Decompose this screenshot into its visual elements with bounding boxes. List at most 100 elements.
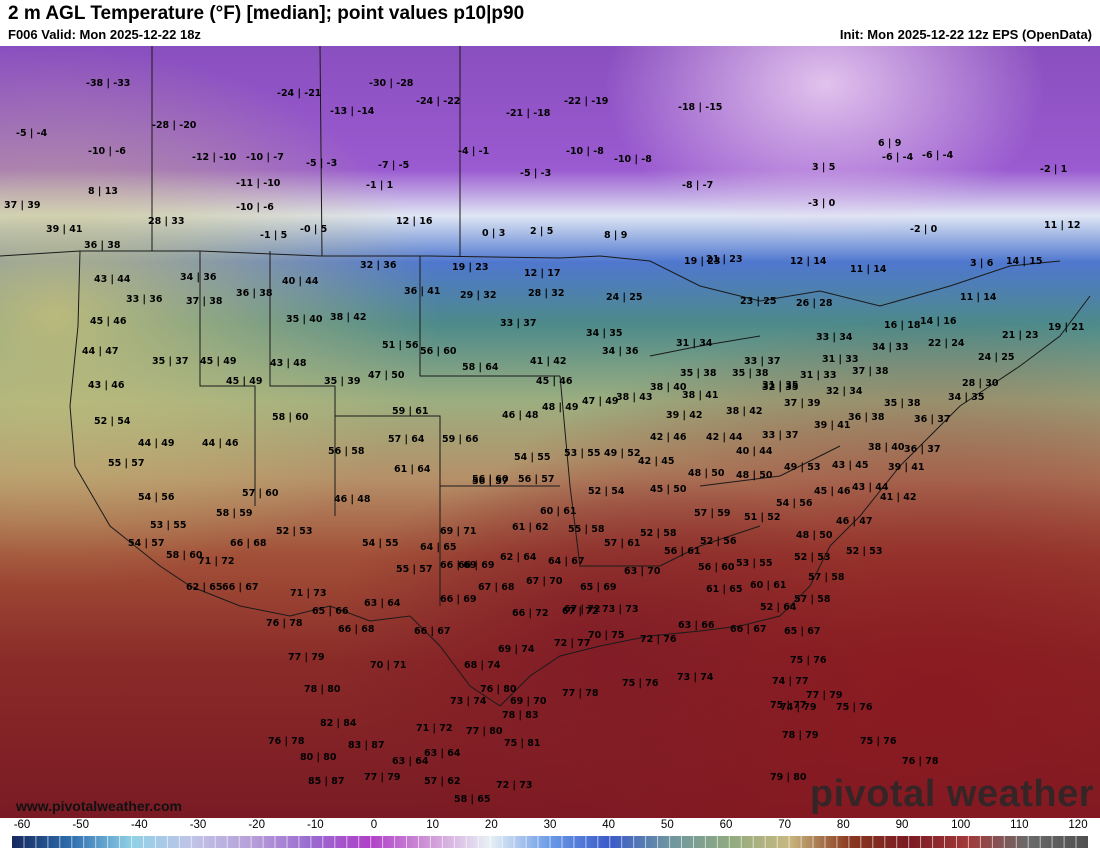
point-value-label: 42 | 44 (706, 432, 743, 443)
point-value-label: 6 | 9 (878, 138, 902, 149)
temperature-map[interactable]: -38 | -33 -30 | -28 -24 | -21 -24 | -22 -22 … (0, 46, 1100, 818)
colorbar-tick-label: -50 (72, 819, 89, 831)
map-title: 2 m AGL Temperature (°F) [median]; point… (8, 3, 525, 24)
point-value-label: 19 | 23 (684, 256, 721, 267)
point-value-label: -5 | -3 (520, 168, 552, 179)
point-value-label: 51 | 56 (382, 340, 419, 351)
init-time: Init: Mon 2025-12-22 12z EPS (OpenData) (839, 27, 1092, 42)
point-value-label: 75 | 76 (836, 702, 873, 713)
point-value-label: 28 | 33 (148, 216, 185, 227)
colorbar-tick-label: 70 (778, 819, 792, 831)
point-value-label: 78 | 83 (502, 710, 539, 721)
colorbar-tick-label: -30 (189, 819, 207, 831)
brand-logo: pivotal weather (809, 773, 1094, 815)
point-value-label: 73 | 74 (450, 696, 487, 707)
point-value-label: 55 | 57 (108, 458, 145, 469)
point-value-label: 32 | 34 (826, 386, 863, 397)
point-value-label: 66 | 69 (440, 560, 477, 571)
point-value-label: 49 | 53 (784, 462, 821, 473)
point-value-label: 52 | 64 (760, 602, 797, 613)
point-value-label: 28 | 30 (962, 378, 999, 389)
point-value-label: 31 | 35 (762, 380, 799, 391)
point-value-label: -6 | -4 (922, 150, 954, 161)
point-value-label: 52 | 53 (276, 526, 313, 537)
point-value-label: 41 | 42 (530, 356, 567, 367)
point-value-label: 77 | 80 (466, 726, 503, 737)
colorbar-tick-label: 100 (951, 819, 971, 831)
point-value-label: 57 | 61 (604, 538, 641, 549)
boundaries (0, 46, 1091, 707)
point-value-label: 56 | 61 (664, 546, 701, 557)
point-value-label: 34 | 35 (948, 392, 985, 403)
point-value-label: 36 | 38 (848, 412, 885, 423)
point-value-label: -18 | -15 (678, 102, 723, 113)
point-value-label: 32 | 35 (762, 382, 799, 393)
point-value-label: 58 | 59 (216, 508, 253, 519)
point-value-label: 67 | 72 (564, 604, 601, 615)
website-credit: www.pivotalweather.com (16, 798, 182, 814)
colorbar-tick-label: 50 (660, 819, 674, 831)
point-value-label: -30 | -28 (369, 78, 414, 89)
point-value-label: 43 | 46 (88, 380, 125, 391)
point-value-label: 33 | 37 (500, 318, 537, 329)
point-value-label: 55 | 57 (396, 564, 433, 575)
point-value-label: -6 | -4 (882, 152, 914, 163)
point-value-label: 66 | 69 (458, 560, 495, 571)
point-value-label: 35 | 38 (732, 368, 769, 379)
point-value-label: 2 | 5 (530, 226, 554, 237)
point-value-label: 12 | 14 (790, 256, 827, 267)
point-value-label: -24 | -22 (416, 96, 461, 107)
point-value-label: 63 | 70 (624, 566, 661, 577)
point-value-label: -8 | -7 (682, 180, 714, 191)
point-value-label: 77 | 79 (288, 652, 325, 663)
point-value-label: 45 | 49 (200, 356, 237, 367)
colorbar-ticks: -60 -50 -40 -30 -20 -10 0 10 20 30 40 50 60 70 80 90 100… (0, 819, 1100, 833)
point-value-label: -7 | -5 (378, 160, 410, 171)
point-value-label: 56 | 57 (472, 476, 509, 487)
point-value-label: 79 | 80 (770, 772, 807, 783)
point-value-label: 72 | 76 (640, 634, 677, 645)
point-value-label: 38 | 43 (616, 392, 653, 403)
point-value-label: 36 | 38 (236, 288, 273, 299)
point-value-label: 43 | 44 (94, 274, 131, 285)
point-value-label: 66 | 67 (730, 624, 767, 635)
point-value-label: 33 | 37 (744, 356, 781, 367)
point-value-label: 77 | 78 (562, 688, 599, 699)
point-value-label: 69 | 71 (440, 526, 477, 537)
point-value-label: 0 | 3 (482, 228, 506, 239)
point-value-label: 34 | 36 (602, 346, 639, 357)
point-value-label: 53 | 55 (736, 558, 773, 569)
point-value-label: 52 | 56 (700, 536, 737, 547)
point-value-label: 53 | 55 (564, 448, 601, 459)
point-value-label: 16 | 18 (884, 320, 921, 331)
point-value-label: 12 | 16 (396, 216, 433, 227)
point-value-label: 52 | 53 (846, 546, 883, 557)
point-value-label: 8 | 9 (604, 230, 628, 241)
point-value-label: -13 | -14 (330, 106, 375, 117)
point-value-label: 43 | 48 (270, 358, 307, 369)
point-value-label: 35 | 38 (680, 368, 717, 379)
point-value-label: 63 | 64 (424, 748, 461, 759)
colorbar: -60 -50 -40 -30 -20 -10 0 10 20 30 40 50 60 70 80 90 100… (0, 818, 1100, 850)
point-value-label: 37 | 39 (784, 398, 821, 409)
point-value-label: 46 | 48 (502, 410, 539, 421)
point-value-label: 57 | 58 (808, 572, 845, 583)
colorbar-tick-label: 30 (543, 819, 557, 831)
point-value-label: 74 | 77 (772, 676, 809, 687)
point-value-label: 46 | 48 (334, 494, 371, 505)
colorbar-tick-label: 40 (602, 819, 616, 831)
point-value-label: -0 | 5 (300, 224, 328, 235)
point-value-label: -11 | -10 (236, 178, 281, 189)
point-value-label: 56 | 60 (420, 346, 457, 357)
point-value-label: 58 | 60 (272, 412, 309, 423)
header: 2 m AGL Temperature (°F) [median]; point… (0, 0, 1100, 46)
point-value-label: 38 | 41 (682, 390, 719, 401)
point-value-label: 66 | 72 (512, 608, 549, 619)
colorbar-tick-label: 20 (484, 819, 498, 831)
point-value-label: 39 | 41 (46, 224, 83, 235)
point-value-label: 70 | 75 (588, 630, 625, 641)
point-value-label: 85 | 87 (308, 776, 345, 787)
point-value-label: 45 | 46 (536, 376, 573, 387)
point-value-label: 59 | 66 (442, 434, 479, 445)
point-value-label: 61 | 64 (394, 464, 431, 475)
